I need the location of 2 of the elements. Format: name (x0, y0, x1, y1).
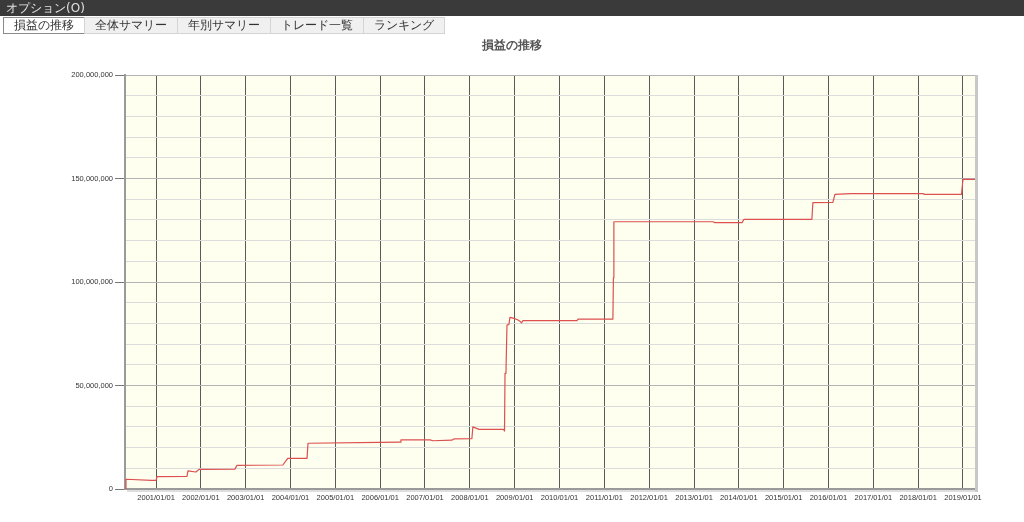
text: オプション(O) (6, 0, 85, 16)
chart-title: 損益の推移 (481, 38, 542, 53)
